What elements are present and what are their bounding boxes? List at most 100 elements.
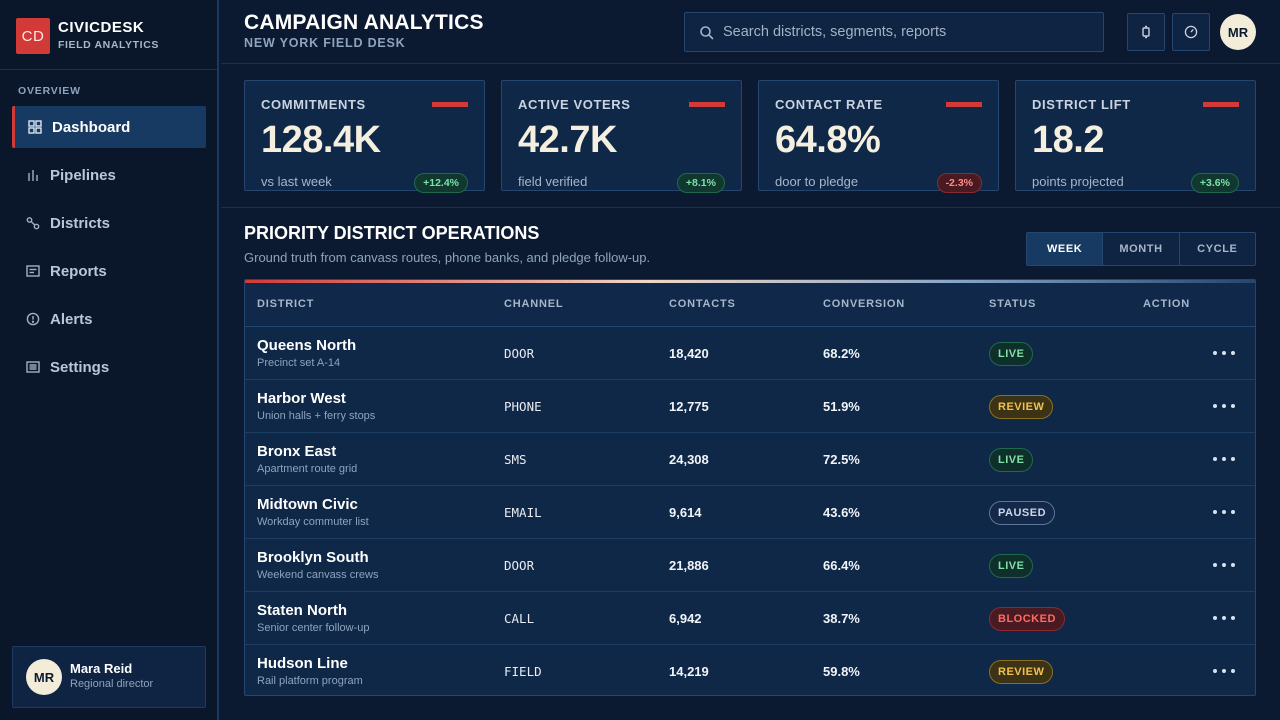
column-header-district[interactable]: DISTRICT: [257, 298, 315, 310]
sidebar-item-label: Pipelines: [50, 166, 116, 184]
district-detail: Senior center follow-up: [257, 622, 370, 634]
district-detail: Precinct set A-14: [257, 357, 341, 369]
kpi-cards: COMMITMENTS 128.4K vs last week +12.4% A…: [244, 80, 1256, 193]
kpi-caption: door to pledge: [775, 174, 859, 189]
district-name: Hudson Line: [257, 655, 348, 672]
kpi-delta-badge: -2.3%: [936, 173, 982, 193]
row-actions-button[interactable]: [1207, 341, 1241, 365]
kpi-caption: field verified: [518, 174, 588, 189]
brand[interactable]: CD CIVICDESK FIELD ANALYTICS: [16, 18, 206, 54]
device-button[interactable]: [1127, 13, 1165, 51]
more-dot-icon: [1231, 563, 1235, 567]
avatar: MR: [26, 659, 62, 695]
more-dot-icon: [1222, 457, 1226, 461]
sidebar-item-label: Alerts: [50, 310, 93, 328]
search-icon: [700, 26, 714, 40]
table-row[interactable]: Midtown Civic Workday commuter list EMAI…: [245, 486, 1255, 539]
route-icon: [26, 216, 40, 230]
kpi-card-commitments[interactable]: COMMITMENTS 128.4K vs last week +12.4%: [244, 80, 485, 193]
range-week-button[interactable]: WEEK: [1027, 233, 1103, 265]
row-actions-button[interactable]: [1207, 447, 1241, 471]
contacts-cell: 12,775: [669, 399, 709, 414]
table-row[interactable]: Hudson Line Rail platform program FIELD …: [245, 645, 1255, 695]
section-description: Ground truth from canvass routes, phone …: [244, 250, 651, 265]
row-actions-button[interactable]: [1207, 394, 1241, 418]
district-detail: Apartment route grid: [257, 463, 358, 475]
more-dot-icon: [1213, 351, 1217, 355]
table-header: DISTRICT CHANNEL CONTACTS CONVERSION STA…: [245, 283, 1255, 327]
sidebar-item-alerts[interactable]: Alerts: [12, 298, 206, 340]
more-dot-icon: [1231, 351, 1235, 355]
status-badge: REVIEW: [989, 660, 1054, 684]
kpi-card-active-voters[interactable]: ACTIVE VOTERS 42.7K field verified +8.1%: [501, 80, 742, 193]
column-header-conversion[interactable]: CONVERSION: [823, 298, 905, 310]
district-name: Queens North: [257, 337, 357, 354]
conversion-cell: 38.7%: [823, 611, 860, 626]
district-name: Midtown Civic: [257, 496, 358, 513]
more-dot-icon: [1213, 563, 1217, 567]
status-badge: REVIEW: [989, 395, 1054, 419]
device-icon: [1142, 25, 1150, 39]
help-button[interactable]: [1172, 13, 1210, 51]
kpi-accent-bar: [1203, 102, 1239, 107]
range-toggle: WEEK MONTH CYCLE: [1026, 232, 1256, 266]
header: CAMPAIGN ANALYTICS NEW YORK FIELD DESK M…: [221, 0, 1280, 64]
table-row[interactable]: Queens North Precinct set A-14 DOOR 18,4…: [245, 327, 1255, 380]
range-cycle-button[interactable]: CYCLE: [1178, 233, 1255, 265]
row-actions-button[interactable]: [1207, 500, 1241, 524]
more-dot-icon: [1231, 457, 1235, 461]
conversion-cell: 51.9%: [823, 399, 860, 414]
sidebar-item-districts[interactable]: Districts: [12, 202, 206, 244]
district-detail: Weekend canvass crews: [257, 569, 379, 581]
section-title: PRIORITY DISTRICT OPERATIONS: [244, 223, 540, 243]
more-dot-icon: [1231, 510, 1235, 514]
more-dot-icon: [1213, 457, 1217, 461]
channel-cell: DOOR: [504, 346, 535, 361]
more-dot-icon: [1222, 404, 1226, 408]
sidebar-item-dashboard[interactable]: Dashboard: [12, 106, 206, 148]
settings-list-icon: [26, 360, 40, 374]
row-actions-button[interactable]: [1207, 606, 1241, 630]
column-header-status[interactable]: STATUS: [989, 298, 1037, 310]
sidebar-item-reports[interactable]: Reports: [12, 250, 206, 292]
district-detail: Rail platform program: [257, 675, 363, 687]
row-actions-button[interactable]: [1207, 553, 1241, 577]
header-avatar[interactable]: MR: [1220, 14, 1256, 50]
kpi-card-contact-rate[interactable]: CONTACT RATE 64.8% door to pledge -2.3%: [758, 80, 999, 193]
district-detail: Workday commuter list: [257, 516, 369, 528]
table-accent-bar: [245, 280, 1255, 283]
more-dot-icon: [1213, 510, 1217, 514]
sidebar-item-pipelines[interactable]: Pipelines: [12, 154, 206, 196]
more-dot-icon: [1231, 616, 1235, 620]
search-box[interactable]: [684, 12, 1104, 52]
kpi-accent-bar: [946, 102, 982, 107]
table-row[interactable]: Harbor West Union halls + ferry stops PH…: [245, 380, 1255, 433]
table-row[interactable]: Brooklyn South Weekend canvass crews DOO…: [245, 539, 1255, 592]
row-actions-button[interactable]: [1207, 659, 1241, 683]
kpi-delta-badge: +3.6%: [1190, 173, 1239, 193]
more-dot-icon: [1222, 563, 1226, 567]
table-row[interactable]: Staten North Senior center follow-up CAL…: [245, 592, 1255, 645]
channel-cell: CALL: [504, 611, 535, 626]
more-dot-icon: [1222, 669, 1226, 673]
status-badge: PAUSED: [989, 501, 1056, 525]
alert-icon: [26, 312, 40, 326]
brand-name: CIVICDESK: [58, 19, 145, 36]
user-name: Mara Reid: [70, 661, 133, 676]
range-month-button[interactable]: MONTH: [1102, 233, 1178, 265]
kpi-card-district-lift[interactable]: DISTRICT LIFT 18.2 points projected +3.6…: [1015, 80, 1256, 193]
more-dot-icon: [1231, 669, 1235, 673]
sidebar-item-settings[interactable]: Settings: [12, 346, 206, 388]
search-input[interactable]: [723, 13, 1095, 51]
conversion-cell: 59.8%: [823, 664, 860, 679]
brand-logo: CD: [16, 18, 50, 54]
column-header-channel[interactable]: CHANNEL: [504, 298, 564, 310]
sidebar-item-label: Districts: [50, 214, 111, 232]
column-header-contacts[interactable]: CONTACTS: [669, 298, 736, 310]
more-dot-icon: [1222, 616, 1226, 620]
user-card[interactable]: MR Mara Reid Regional director: [12, 646, 206, 708]
sidebar-item-label: Settings: [50, 358, 110, 376]
table-row[interactable]: Bronx East Apartment route grid SMS 24,3…: [245, 433, 1255, 486]
channel-cell: DOOR: [504, 558, 535, 573]
channel-cell: SMS: [504, 452, 527, 467]
